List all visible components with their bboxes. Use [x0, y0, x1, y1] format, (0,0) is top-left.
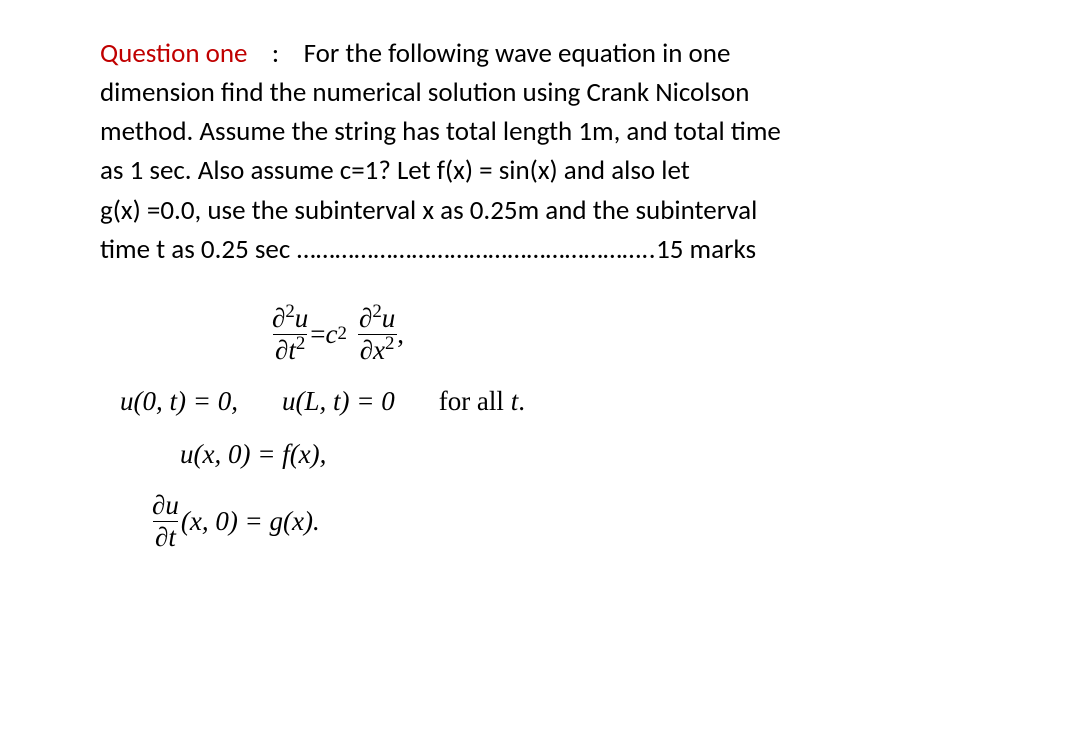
sup-2: 2: [372, 301, 381, 322]
initial-condition-1: u(x, 0) = f(x),: [100, 439, 990, 470]
page: Question one : For the following wave eq…: [0, 0, 1080, 551]
bc-left: u(0, t) = 0,: [120, 386, 238, 417]
bc-right: u(L, t) = 0: [282, 386, 395, 417]
ic2-text: (x, 0) = g(x).: [181, 506, 320, 537]
body-line-2: dimension find the numerical solution us…: [100, 76, 749, 109]
bc-forall: for all t.: [439, 386, 525, 417]
body-line-4: as 1 sec. Also assume c=1? Let f(x) = si…: [100, 154, 690, 187]
partial-x: ∂x: [360, 335, 385, 365]
boundary-conditions: u(0, t) = 0, u(L, t) = 0 for all t.: [100, 386, 990, 417]
pde-tail: ,: [397, 319, 404, 350]
ic1-text: u(x, 0) = f(x),: [180, 439, 326, 470]
ic2-den: ∂t: [153, 521, 178, 551]
var-u: u: [382, 303, 396, 333]
body-line-3: method. Assume the string has total leng…: [100, 115, 781, 148]
pde-rhs-frac: ∂2u ∂x2: [357, 305, 397, 364]
partial-symbol: ∂: [272, 303, 285, 333]
initial-condition-2: ∂u ∂t (x, 0) = g(x).: [100, 492, 990, 551]
body-line-6a: time t as 0.25 sec: [100, 233, 290, 266]
marks: 15 marks: [656, 233, 756, 266]
ic2-num: ∂u: [150, 492, 181, 521]
sup-2: 2: [385, 333, 394, 354]
var-u: u: [295, 303, 309, 333]
c-var: c: [326, 319, 338, 350]
body-line-1: For the following wave equation in one: [304, 37, 731, 70]
pde-lhs-frac: ∂2u ∂t2: [270, 305, 310, 364]
question-text: Question one : For the following wave eq…: [100, 34, 990, 269]
colon-mark: :: [272, 37, 279, 70]
equals: =: [310, 319, 325, 350]
ic2-frac: ∂u ∂t: [150, 492, 181, 551]
partial-symbol: ∂: [359, 303, 372, 333]
pde-equation: ∂2u ∂t2 = c2 ∂2u ∂x2 ,: [100, 305, 990, 364]
sup-2: 2: [285, 301, 294, 322]
sup-2: 2: [296, 333, 305, 354]
spacer: [285, 37, 303, 70]
equations-block: ∂2u ∂t2 = c2 ∂2u ∂x2 , u(0, t) = 0,: [100, 305, 990, 551]
partial-t: ∂t: [275, 335, 296, 365]
colon: [254, 37, 272, 70]
question-label: Question one: [100, 37, 247, 70]
body-line-5: g(x) =0.0, use the subinterval x as 0.25…: [100, 194, 757, 227]
dots: ………………………………………………..: [290, 233, 656, 266]
